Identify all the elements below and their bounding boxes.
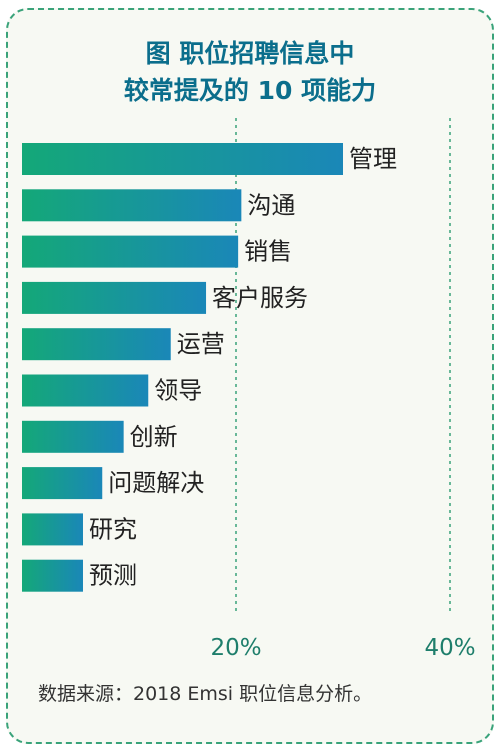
bar-4: [22, 281, 207, 314]
bar-9: [22, 513, 83, 546]
bar-label-10: 预测: [89, 562, 137, 590]
x-tick-label-40: 40%: [424, 635, 475, 661]
bar-10: [22, 559, 83, 592]
bar-label-4: 客户服务: [212, 284, 308, 312]
chart-title-line-2: 较常提及的 10 项能力: [124, 76, 376, 105]
x-tick-label-20: 20%: [210, 635, 261, 661]
grid-lines: [235, 118, 451, 612]
bar-label-3: 销售: [244, 238, 292, 266]
source-note: 数据来源：2018 Emsi 职位信息分析。: [38, 683, 372, 705]
bar-6: [22, 374, 149, 407]
bar-label-7: 创新: [130, 423, 178, 451]
bar-label-8: 问题解决: [108, 469, 204, 497]
bar-5: [22, 328, 171, 361]
bar-1: [22, 143, 343, 175]
bar-7: [22, 420, 124, 453]
chart-title-line-1: 图 职位招聘信息中: [146, 39, 355, 68]
bar-label-5: 运营: [177, 330, 225, 358]
bar-8: [22, 467, 103, 500]
bar-label-9: 研究: [89, 515, 137, 543]
bar-2: [22, 189, 242, 222]
x-axis-ticks: 20% 40%: [210, 635, 475, 661]
bar-label-6: 领导: [154, 377, 202, 405]
bar-label-1: 管理: [349, 145, 397, 173]
bar-label-2: 沟通: [247, 191, 295, 219]
bar-3: [22, 235, 239, 268]
